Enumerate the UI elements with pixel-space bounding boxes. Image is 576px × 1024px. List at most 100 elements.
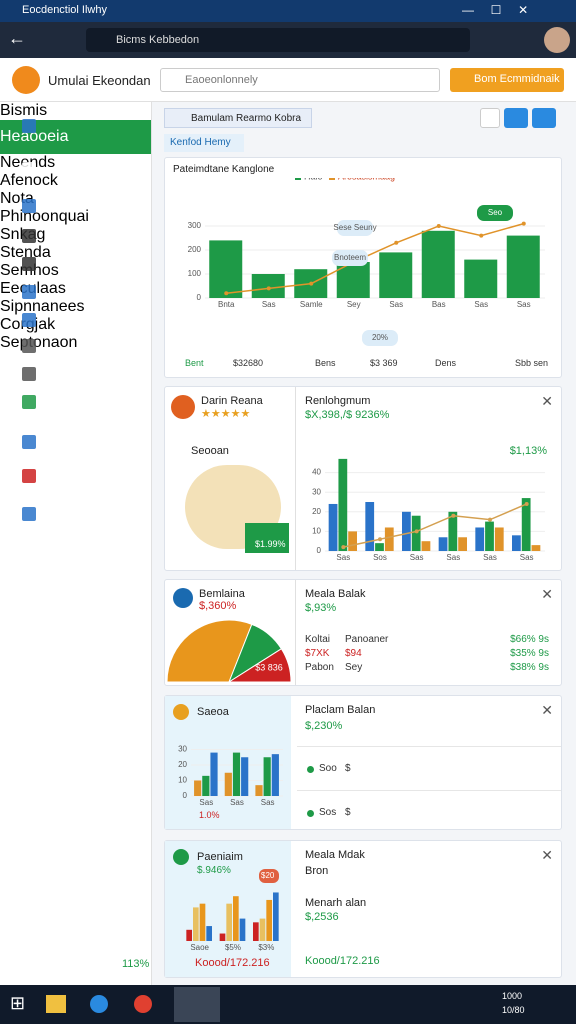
sidebar-icon xyxy=(22,469,36,483)
sidebar-icon xyxy=(22,435,36,449)
card-title: Placlam Balan xyxy=(305,704,376,716)
point xyxy=(341,545,346,550)
bar xyxy=(266,899,272,941)
card-title: Meala Mdak xyxy=(305,849,365,861)
x-tick-label: Sey xyxy=(347,300,361,309)
sidebar-icon xyxy=(22,367,36,381)
sidebar-item[interactable]: Sipnnanees xyxy=(0,298,85,315)
x-tick-label: Sas xyxy=(517,300,531,309)
address-bar[interactable]: Bicms Kebbedon xyxy=(86,28,470,52)
bar xyxy=(273,892,279,941)
close[interactable]: ✕ xyxy=(541,586,553,602)
bar xyxy=(338,458,348,551)
taskbar-app[interactable] xyxy=(46,995,66,1013)
point xyxy=(524,501,529,506)
bar xyxy=(271,754,279,796)
y-tick-label: 100 xyxy=(188,269,202,278)
sidebar-item[interactable]: Heaooeia xyxy=(0,120,151,154)
sidebar-icon xyxy=(22,162,36,176)
bar xyxy=(521,498,531,551)
footer-label: Dens xyxy=(435,358,457,368)
overview-card: Pateimdtane Kanglone 0 100 200 300 Bnta Sas Sa… xyxy=(164,157,562,378)
bar xyxy=(448,511,458,551)
bar xyxy=(438,537,448,551)
taskbar-app[interactable] xyxy=(134,995,152,1013)
taskbar-app[interactable] xyxy=(174,987,220,1022)
bar xyxy=(251,274,285,298)
pie-slice xyxy=(227,648,292,683)
legend-swatch xyxy=(329,178,335,180)
bar xyxy=(512,535,521,551)
search[interactable]: Eaoeonlonnely xyxy=(160,68,440,92)
start-button[interactable]: ⊞ xyxy=(10,993,26,1013)
bar xyxy=(365,502,375,551)
y-tick-label: 20 xyxy=(178,760,187,769)
badge: $1.99% xyxy=(245,523,289,553)
x-tick-label: Samle xyxy=(300,300,323,309)
card: Bemlaina $,360% $3 836 Meala Balak $,93%… xyxy=(164,579,562,686)
x-tick-label: Sas xyxy=(474,300,488,309)
taskbar: ⊞ 1000 10/80 xyxy=(0,985,576,1024)
pie-label: $3 836 xyxy=(255,662,283,672)
sidebar-item[interactable]: Bismis xyxy=(0,102,48,119)
dropdown[interactable]: Bamulam Rearmo Kobra xyxy=(164,108,312,128)
point xyxy=(521,221,526,226)
y-tick-label: 300 xyxy=(188,221,202,230)
table-cell: $7XK xyxy=(305,648,330,659)
tab-label: Kenfod Hemy xyxy=(170,137,231,148)
sidebar-item[interactable]: Septonaon xyxy=(0,334,78,351)
bar xyxy=(253,922,259,941)
card-subtitle: $X,398,/$ 9236% xyxy=(305,409,390,421)
tool-button[interactable] xyxy=(532,108,556,128)
avatar[interactable] xyxy=(544,27,570,53)
window-title: Eocdenctiol Ilwhy xyxy=(22,4,107,16)
x-tick-label: $3% xyxy=(258,943,274,952)
sidebar-item[interactable]: Afenock xyxy=(0,172,58,189)
x-tick-label: Sas xyxy=(230,798,244,807)
tool-button[interactable] xyxy=(504,108,528,128)
action-label: Bom Ecmmidnaik xyxy=(474,73,560,85)
action-button[interactable]: Bom Ecmmidnaik xyxy=(450,68,564,92)
card-name: Bemlaina xyxy=(199,588,245,600)
y-tick-label: 20 xyxy=(312,507,321,516)
close[interactable]: ✕ xyxy=(541,393,553,409)
row-divider xyxy=(297,746,561,747)
card-name: Darin Reana xyxy=(201,395,263,407)
bar-chart: Saoe $5% $3% xyxy=(186,892,279,952)
x-tick-label: $5% xyxy=(225,943,241,952)
x-tick-label: Sas xyxy=(410,553,424,562)
tool-button[interactable] xyxy=(480,108,500,128)
bar xyxy=(233,896,239,941)
x-tick-label: Bas xyxy=(432,300,446,309)
table-cell: Panoaner xyxy=(345,634,389,645)
bar xyxy=(485,521,494,551)
x-tick-label: Sas xyxy=(261,798,275,807)
card: Saeoa 0 10 20 30 Sas Sas Sas 1.0% Placlam Bala… xyxy=(164,695,562,830)
point xyxy=(394,240,399,245)
legend-label: Haio xyxy=(304,178,323,181)
bar xyxy=(194,780,202,796)
bar xyxy=(210,752,218,796)
card-footer: Koood/172.216 xyxy=(305,955,380,967)
bar xyxy=(186,929,192,941)
y-tick-label: 10 xyxy=(312,527,321,536)
window-controls[interactable]: — ☐ ✕ xyxy=(462,3,529,17)
y-tick-label: 0 xyxy=(317,546,322,555)
icon xyxy=(171,395,195,419)
tab[interactable]: Kenfod Hemy xyxy=(164,134,244,152)
taskbar-app[interactable] xyxy=(90,995,108,1013)
close[interactable]: ✕ xyxy=(541,847,553,863)
annotation: Seo xyxy=(488,208,503,217)
y-tick-label: 0 xyxy=(197,293,202,302)
bar xyxy=(411,515,421,551)
sidebar-item[interactable]: Stenda xyxy=(0,244,51,261)
point xyxy=(224,291,229,296)
sidebar-icon xyxy=(22,229,36,243)
back-button[interactable]: ← xyxy=(8,28,26,48)
card-footer: Koood/172.216 xyxy=(195,957,270,969)
logo xyxy=(12,66,40,94)
close[interactable]: ✕ xyxy=(541,702,553,718)
bar xyxy=(494,527,504,551)
bar xyxy=(421,230,455,298)
